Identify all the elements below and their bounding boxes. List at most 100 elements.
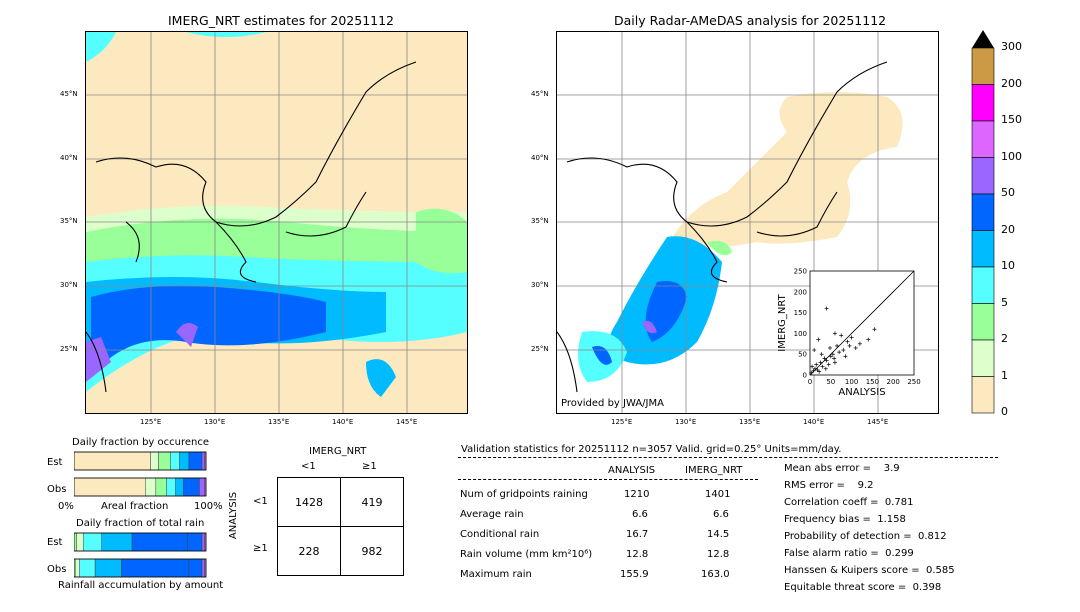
data-credit: Provided by JWA/JMA — [561, 398, 664, 409]
stat-analysis: 12.8 — [626, 549, 649, 560]
col-header-imerg: IMERG_NRT — [685, 465, 743, 476]
rain-bar-segment — [82, 532, 102, 552]
col-header-analysis: ANALYSIS — [608, 465, 656, 476]
occurrence-bar-segment — [145, 477, 157, 497]
occurrence-bar-segment — [175, 477, 184, 497]
rain-bar-segment — [94, 558, 122, 578]
score-item: Frequency bias = 1.158 — [784, 514, 906, 525]
occurrence-bars — [74, 451, 207, 497]
left-lat-label-45: 45°N — [60, 90, 78, 98]
scatter-point — [845, 339, 850, 344]
scatter-y-label: IMERG_NRT — [777, 293, 788, 351]
left-lat-label-40: 40°N — [60, 154, 78, 162]
scatter-y-tick: 150 — [794, 309, 807, 317]
validation-subdivider — [458, 479, 758, 480]
colorbar-tick-label: 5 — [1001, 295, 1008, 309]
score-item: Probability of detection = 0.812 — [784, 531, 947, 542]
rain-fraction-title: Daily fraction of total rain — [76, 518, 205, 529]
scatter-point — [822, 356, 827, 361]
rain-fraction-footer: Rainfall accumulation by amount — [58, 580, 224, 591]
scatter-point — [817, 369, 822, 374]
contingency-row: 228 982 — [277, 526, 404, 576]
validation-header: Validation statistics for 20251112 n=305… — [461, 444, 842, 455]
rain-bar-segment — [201, 532, 205, 552]
scatter-y-tick: 100 — [794, 330, 807, 338]
scatter-x-label: ANALYSIS — [838, 387, 885, 398]
stat-imerg: 14.5 — [707, 529, 730, 540]
left-precip-map — [86, 32, 467, 413]
left-map — [85, 31, 468, 414]
right-lat-label-35: 35°N — [531, 217, 549, 225]
occurrence-bar-segment — [74, 477, 146, 497]
scatter-point — [841, 348, 846, 353]
score-item: Mean abs error = 3.9 — [784, 463, 900, 474]
contingency-col-ge1: ≥1 — [362, 461, 377, 472]
stat-label: Rain volume (mm km²10⁶) — [460, 549, 593, 560]
scatter-point — [816, 337, 821, 342]
scatter-point — [839, 333, 844, 338]
left-lon-label-145: 145°E — [396, 418, 418, 426]
left-map-title: IMERG_NRT estimates for 20251112 — [168, 13, 395, 28]
scatter-point — [812, 348, 817, 353]
right-lat-label-25: 25°N — [531, 345, 549, 353]
contingency-cell: 982 — [340, 526, 404, 576]
colorbar-segment — [971, 120, 995, 158]
stat-label: Num of gridpoints raining — [460, 489, 588, 500]
colorbar-tick-label: 200 — [1001, 76, 1022, 90]
rain-row-obs: Obs — [47, 564, 67, 575]
validation-divider — [458, 457, 998, 458]
scatter-plot: 0 50 100 150 200 250 0 50 100 150 200 250 ANALYSIS IM… — [777, 268, 921, 399]
left-lon-label-140: 140°E — [332, 418, 354, 426]
scatter-y-tick: 0 — [803, 372, 807, 380]
score-item: Equitable threat score = 0.398 — [784, 582, 942, 593]
occurrence-axis-left: 0% — [58, 501, 74, 512]
occurrence-row-obs: Obs — [47, 484, 67, 495]
scatter-x-tick: 200 — [887, 378, 900, 386]
colorbar-tick-label: 1 — [1001, 368, 1008, 382]
rain-bar-segment — [121, 558, 190, 578]
scatter-point — [824, 306, 829, 311]
stat-imerg: 1401 — [705, 489, 731, 500]
occurrence-bar-segment — [199, 477, 205, 497]
rain-bar-segment — [101, 532, 133, 552]
colorbar-tick-label: 50 — [1001, 186, 1015, 199]
scatter-point — [835, 343, 840, 348]
scatter-point — [809, 370, 814, 375]
left-lat-label-25: 25°N — [60, 345, 78, 353]
scatter-x-tick: 50 — [826, 378, 835, 386]
score-item: Hanssen & Kuipers score = 0.585 — [784, 565, 955, 576]
right-lon-label-135: 135°E — [739, 418, 761, 426]
contingency-table: 1428 419 228 982 — [277, 477, 404, 576]
rain-bar-segment — [131, 532, 188, 552]
occurrence-bar-outline — [74, 451, 207, 471]
scatter-y-tick: 250 — [794, 268, 807, 276]
stat-label: Conditional rain — [460, 529, 540, 540]
rain-bar-segment — [187, 532, 203, 552]
scatter-x-tick: 100 — [845, 378, 858, 386]
right-lat-label-40: 40°N — [531, 154, 549, 162]
scatter-point — [819, 352, 824, 357]
scatter-point — [857, 341, 862, 346]
colorbar-segment — [971, 303, 995, 341]
scatter-point — [824, 358, 829, 363]
occurrence-axis-right: 100% — [194, 501, 223, 512]
contingency-cell: 1428 — [277, 477, 341, 527]
left-lat-label-30: 30°N — [60, 281, 78, 289]
contingency-row-title: ANALYSIS — [228, 491, 240, 540]
occurrence-bar-segment — [188, 451, 203, 471]
scatter-point — [810, 364, 815, 369]
scatter-x-tick: 0 — [808, 378, 812, 386]
colorbar-tick-label: 100 — [1001, 149, 1022, 163]
right-map-title: Daily Radar-AMeDAS analysis for 20251112 — [614, 13, 887, 28]
rain-bar-outline — [74, 558, 207, 578]
scatter-point — [849, 335, 854, 340]
scatter-diagonal — [809, 270, 915, 376]
contingency-row-lt1: <1 — [253, 496, 268, 507]
colorbar-segment — [971, 157, 995, 195]
scatter-point — [826, 362, 831, 367]
scatter-point — [828, 354, 833, 359]
right-lon-label-130: 130°E — [675, 418, 697, 426]
scatter-point — [811, 368, 816, 373]
scatter-point — [812, 366, 817, 371]
scatter-y-tick: 200 — [794, 288, 807, 296]
